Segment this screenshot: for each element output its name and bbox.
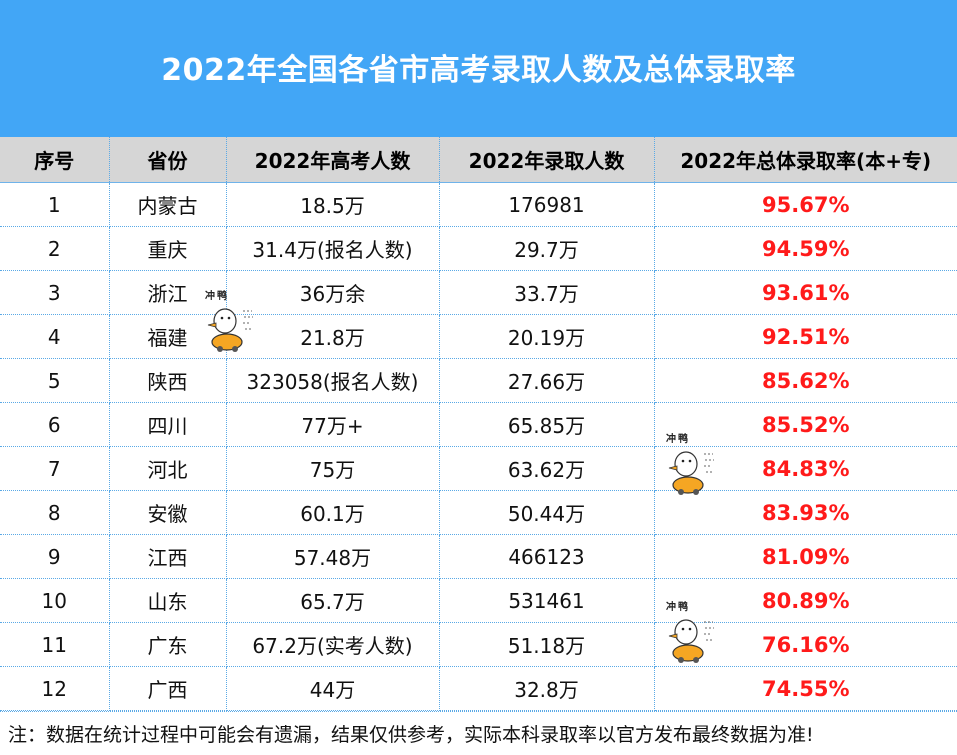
cell-admitted: 32.8万: [439, 666, 655, 711]
cell-rate: 85.62%: [654, 358, 957, 403]
table-row: 9 江西 57.48万 466123 81.09%: [0, 534, 957, 579]
cell-province: 福建: [109, 314, 227, 359]
cell-admitted: 20.19万: [439, 314, 655, 359]
cell-examinees: 323058(报名人数): [226, 358, 440, 403]
cell-index: 1: [0, 182, 110, 227]
title-banner: 2022年全国各省市高考录取人数及总体录取率: [0, 0, 957, 137]
cell-province: 四川: [109, 402, 227, 447]
cell-examinees: 18.5万: [226, 182, 440, 227]
cell-admitted: 531461: [439, 578, 655, 623]
cell-examinees: 77万+: [226, 402, 440, 447]
cell-index: 8: [0, 490, 110, 535]
cell-province: 广东: [109, 622, 227, 667]
cell-admitted: 29.7万: [439, 226, 655, 271]
cell-index: 10: [0, 578, 110, 623]
cell-province: 内蒙古: [109, 182, 227, 227]
cell-rate: 94.59%: [654, 226, 957, 271]
admission-table: 序号 省份 2022年高考人数 2022年录取人数 2022年总体录取率(本+专…: [0, 137, 957, 711]
cell-examinees: 44万: [226, 666, 440, 711]
table-row: 7 河北 75万 63.62万 84.83%: [0, 446, 957, 491]
table-row: 10 山东 65.7万 531461 80.89%: [0, 578, 957, 623]
cell-index: 4: [0, 314, 110, 359]
cell-examinees: 67.2万(实考人数): [226, 622, 440, 667]
cell-index: 6: [0, 402, 110, 447]
cell-examinees: 21.8万: [226, 314, 440, 359]
cell-rate: 85.52%: [654, 402, 957, 447]
cell-admitted: 63.62万: [439, 446, 655, 491]
cell-rate: 76.16%: [654, 622, 957, 667]
cell-examinees: 36万余: [226, 270, 440, 315]
cell-province: 广西: [109, 666, 227, 711]
header-examinees: 2022年高考人数: [226, 137, 440, 183]
cell-index: 5: [0, 358, 110, 403]
cell-province: 江西: [109, 534, 227, 579]
cell-admitted: 27.66万: [439, 358, 655, 403]
footnote: 注：数据在统计过程中可能会有遗漏，结果仅供参考，实际本科录取率以官方发布最终数据…: [0, 711, 957, 755]
cell-index: 11: [0, 622, 110, 667]
cell-rate: 83.93%: [654, 490, 957, 535]
cell-examinees: 31.4万(报名人数): [226, 226, 440, 271]
cell-examinees: 75万: [226, 446, 440, 491]
cell-index: 3: [0, 270, 110, 315]
sticker-label: 冲鸭: [666, 434, 690, 445]
cell-rate: 80.89%: [654, 578, 957, 623]
header-row: 序号 省份 2022年高考人数 2022年录取人数 2022年总体录取率(本+专…: [0, 137, 957, 183]
table-row: 12 广西 44万 32.8万 74.55%: [0, 666, 957, 711]
table-row: 5 陕西 323058(报名人数) 27.66万 85.62%: [0, 358, 957, 403]
header-index: 序号: [0, 137, 110, 183]
duck-sticker: 冲鸭: [205, 287, 255, 355]
table-row: 1 内蒙古 18.5万 176981 95.67%: [0, 182, 957, 227]
cell-admitted: 466123: [439, 534, 655, 579]
cell-province: 陕西: [109, 358, 227, 403]
cell-examinees: 65.7万: [226, 578, 440, 623]
header-province: 省份: [109, 137, 227, 183]
sticker-label: 冲鸭: [666, 602, 690, 613]
duck-sticker: 冲鸭: [666, 430, 716, 498]
cell-province: 重庆: [109, 226, 227, 271]
cell-index: 12: [0, 666, 110, 711]
cell-admitted: 176981: [439, 182, 655, 227]
header-rate: 2022年总体录取率(本+专): [654, 137, 957, 183]
cell-index: 2: [0, 226, 110, 271]
cell-admitted: 50.44万: [439, 490, 655, 535]
table-row: 2 重庆 31.4万(报名人数) 29.7万 94.59%: [0, 226, 957, 271]
cell-province: 安徽: [109, 490, 227, 535]
cell-admitted: 33.7万: [439, 270, 655, 315]
cell-rate: 95.67%: [654, 182, 957, 227]
cell-admitted: 51.18万: [439, 622, 655, 667]
cell-rate: 93.61%: [654, 270, 957, 315]
table-row: 8 安徽 60.1万 50.44万 83.93%: [0, 490, 957, 535]
duck-sticker: 冲鸭: [666, 598, 716, 666]
cell-province: 河北: [109, 446, 227, 491]
page-title: 2022年全国各省市高考录取人数及总体录取率: [161, 52, 796, 88]
cell-rate: 81.09%: [654, 534, 957, 579]
table-row: 4 福建 21.8万 20.19万 92.51%: [0, 314, 957, 359]
duck-icon: [207, 308, 253, 352]
cell-examinees: 60.1万: [226, 490, 440, 535]
cell-province: 浙江: [109, 270, 227, 315]
table-row: 3 浙江 36万余 33.7万 93.61%: [0, 270, 957, 315]
duck-icon: [668, 451, 714, 495]
header-admitted: 2022年录取人数: [439, 137, 655, 183]
cell-province: 山东: [109, 578, 227, 623]
duck-icon: [668, 619, 714, 663]
sticker-label: 冲鸭: [205, 291, 229, 302]
cell-examinees: 57.48万: [226, 534, 440, 579]
cell-rate: 74.55%: [654, 666, 957, 711]
table-row: 11 广东 67.2万(实考人数) 51.18万 76.16%: [0, 622, 957, 667]
cell-rate: 92.51%: [654, 314, 957, 359]
cell-admitted: 65.85万: [439, 402, 655, 447]
cell-index: 9: [0, 534, 110, 579]
cell-index: 7: [0, 446, 110, 491]
table-row: 6 四川 77万+ 65.85万 85.52%: [0, 402, 957, 447]
